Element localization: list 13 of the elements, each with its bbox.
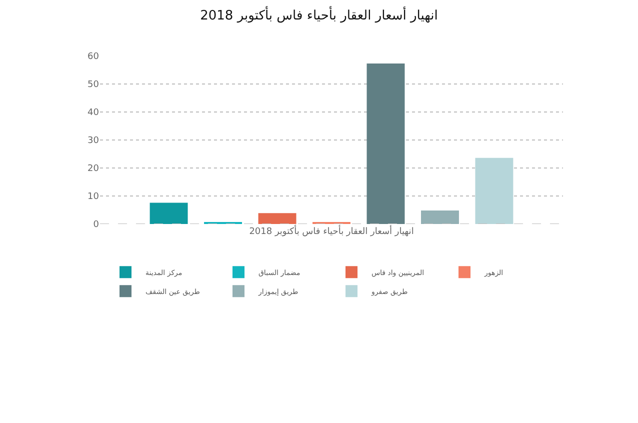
bar xyxy=(475,158,514,224)
y-tick-label: 40 xyxy=(88,108,100,118)
bar xyxy=(150,202,188,224)
bar xyxy=(420,210,459,224)
chart-title: انهيار أسعار العقار بأحياء فاس بأكتوبر 2018 xyxy=(200,6,438,24)
bar xyxy=(258,213,296,224)
y-tick-label: 0 xyxy=(93,220,100,230)
y-tick-label: 60 xyxy=(88,52,100,62)
bar xyxy=(366,64,405,224)
y-tick-label: 50 xyxy=(88,80,100,90)
y-tick-label: 10 xyxy=(88,192,100,202)
y-tick-label: 20 xyxy=(88,164,100,174)
y-tick-label: 30 xyxy=(88,136,100,146)
